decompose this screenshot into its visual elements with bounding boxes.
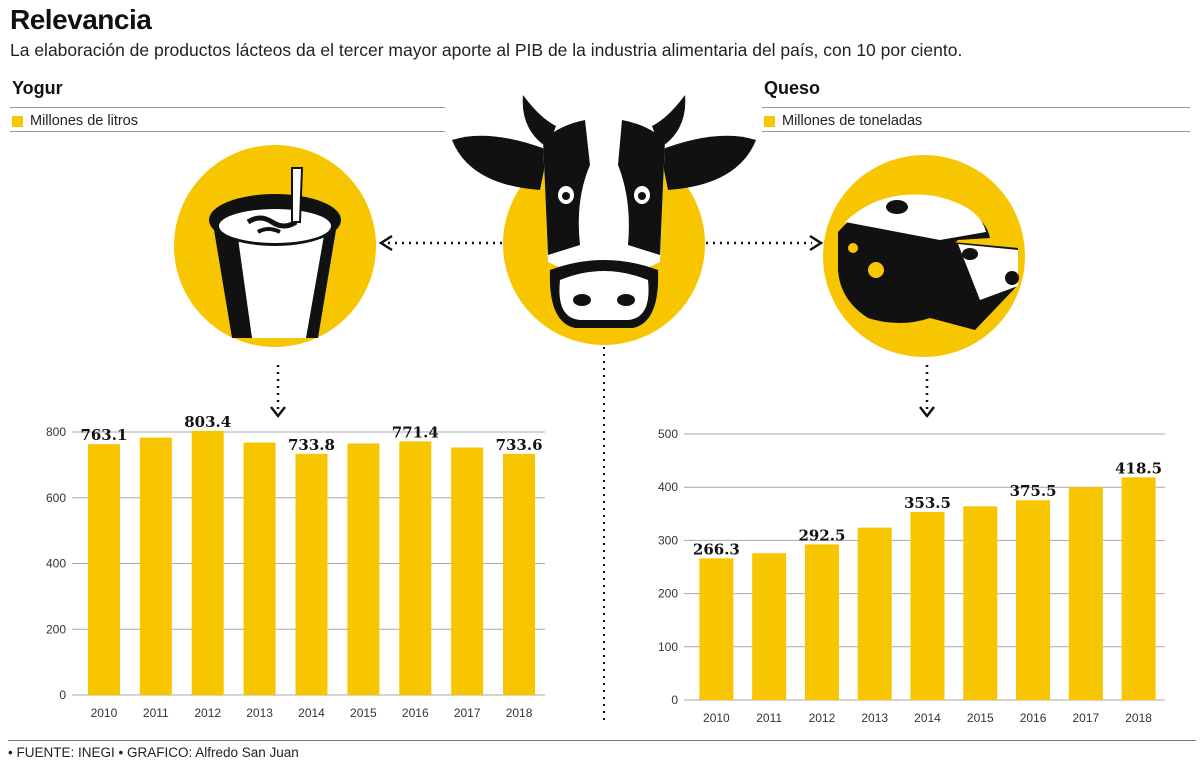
yogur-data-label: 733.6 — [496, 436, 543, 454]
yogur-xtick-label: 2011 — [143, 706, 169, 720]
queso-chart: 0 100 200 300 400 500 2010 266.3 2011 2012 292.5 20… — [658, 427, 1165, 725]
yogur-xtick-label: 2012 — [194, 706, 221, 720]
queso-xtick-label: 2014 — [914, 711, 941, 725]
yogur-bar-2018 — [503, 453, 536, 695]
queso-xtick-label: 2011 — [756, 711, 782, 725]
yogur-legend-swatch — [12, 115, 23, 127]
queso-bar-2010 — [699, 558, 734, 700]
yogur-ytick-label: 600 — [46, 491, 66, 505]
queso-legend: Millones de toneladas — [764, 113, 922, 129]
cheese-wedge-icon — [823, 155, 1025, 357]
cow-face-icon — [452, 95, 756, 345]
illustrations — [174, 95, 1025, 725]
queso-xtick-label: 2015 — [967, 711, 994, 725]
queso-ytick-label: 300 — [658, 533, 678, 547]
yogur-legend-rule — [10, 131, 445, 132]
yogur-xtick-label: 2017 — [454, 706, 481, 720]
page-title: Relevancia — [10, 4, 152, 35]
queso-bar-2016 — [1016, 500, 1051, 700]
yogur-bar-2014 — [295, 453, 328, 695]
source-note: • FUENTE: INEGI • GRAFICO: Alfredo San J… — [8, 745, 299, 760]
yogur-ytick-label: 200 — [46, 622, 66, 636]
yogur-ytick-label: 0 — [59, 688, 66, 702]
queso-bar-2014 — [910, 511, 945, 700]
yogur-bar-2011 — [139, 437, 172, 695]
queso-ytick-label: 100 — [658, 640, 678, 654]
yogur-data-label: 733.8 — [288, 436, 335, 454]
yogur-ytick-label: 400 — [46, 557, 66, 571]
queso-bar-2015 — [963, 506, 998, 700]
yogur-ytick-label: 800 — [46, 425, 66, 439]
yogur-data-label: 763.1 — [80, 426, 127, 444]
yogur-connector-arrow-icon — [378, 234, 393, 252]
yogur-bar-2013 — [243, 442, 276, 695]
footer-rule — [8, 740, 1196, 741]
yogur-title-rule — [10, 107, 445, 108]
queso-ytick-label: 0 — [671, 693, 678, 707]
yogur-bar-2015 — [347, 443, 380, 695]
yogur-bar-2010 — [87, 444, 120, 695]
queso-bar-2012 — [804, 544, 839, 700]
yogur-legend-label: Millones de litros — [30, 113, 138, 129]
yogur-bar-2012 — [191, 430, 224, 695]
queso-bar-2017 — [1068, 487, 1103, 700]
yogur-title: Yogur — [12, 78, 63, 98]
queso-data-label: 353.5 — [904, 494, 951, 512]
queso-connector-arrow-icon — [809, 234, 824, 252]
yogur-xtick-label: 2013 — [246, 706, 273, 720]
queso-data-label: 266.3 — [693, 540, 740, 558]
yogur-bar-2017 — [451, 447, 484, 695]
queso-data-label: 292.5 — [798, 526, 845, 544]
queso-down-arrow-icon — [919, 406, 935, 419]
queso-xtick-label: 2012 — [809, 711, 836, 725]
yogur-data-label: 803.4 — [184, 413, 231, 431]
yogur-data-label: 771.4 — [392, 423, 439, 441]
queso-xtick-label: 2013 — [861, 711, 888, 725]
queso-data-label: 375.5 — [1010, 482, 1057, 500]
queso-bar-2013 — [857, 527, 892, 700]
queso-title-rule — [762, 107, 1190, 108]
yogur-xtick-label: 2018 — [506, 706, 533, 720]
yogur-legend: Millones de litros — [12, 113, 138, 129]
queso-xtick-label: 2010 — [703, 711, 730, 725]
yogur-xtick-label: 2015 — [350, 706, 377, 720]
queso-data-label: 418.5 — [1115, 459, 1162, 477]
yogur-bar-2016 — [399, 441, 432, 695]
yogur-xtick-label: 2016 — [402, 706, 429, 720]
queso-ytick-label: 500 — [658, 427, 678, 441]
queso-ytick-label: 400 — [658, 480, 678, 494]
yogurt-cup-icon — [174, 145, 376, 347]
queso-legend-swatch — [764, 115, 775, 127]
queso-legend-rule — [762, 131, 1190, 132]
yogur-xtick-label: 2014 — [298, 706, 325, 720]
queso-ytick-label: 200 — [658, 587, 678, 601]
yogur-chart: 0 200 400 600 800 2010 763.1 2011 2012 803.4 2013 2… — [46, 413, 545, 720]
queso-bar-2018 — [1121, 477, 1156, 700]
yogur-xtick-label: 2010 — [91, 706, 118, 720]
queso-legend-label: Millones de toneladas — [782, 113, 923, 129]
page-subtitle: La elaboración de productos lácteos da e… — [10, 40, 963, 60]
yogur-down-arrow-icon — [270, 406, 286, 419]
queso-xtick-label: 2016 — [1020, 711, 1047, 725]
queso-title: Queso — [764, 78, 821, 98]
queso-xtick-label: 2017 — [1072, 711, 1099, 725]
queso-xtick-label: 2018 — [1125, 711, 1152, 725]
queso-bar-2011 — [752, 553, 787, 700]
